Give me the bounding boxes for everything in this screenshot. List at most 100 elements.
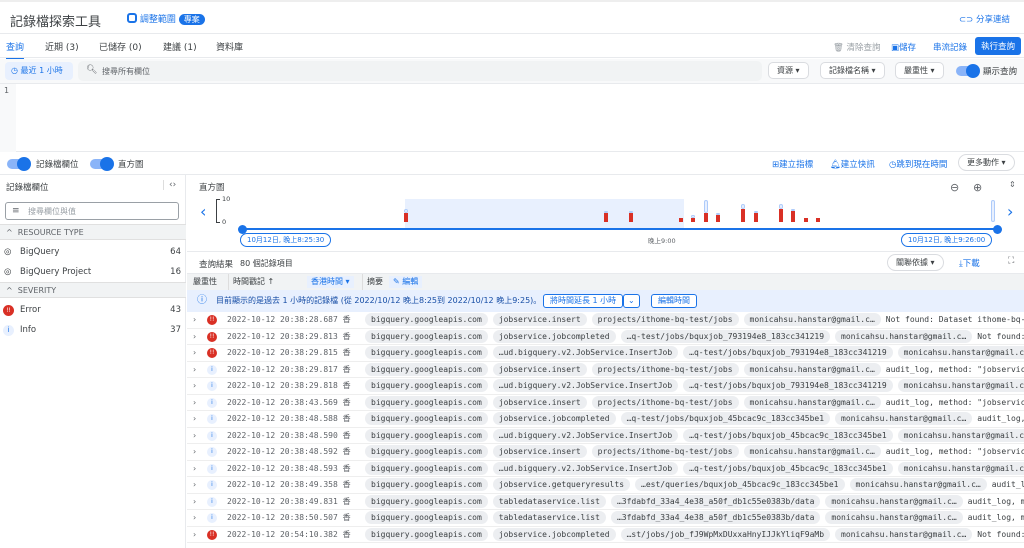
log-entry-row[interactable]: › i 2022-10-12 20:38:48.593 香 bigquery.goog… [187, 461, 1024, 477]
histogram-bar-error[interactable] [404, 213, 409, 222]
expand-chevron-icon[interactable]: › [193, 529, 197, 539]
tab-library[interactable]: 資料庫 [216, 43, 244, 53]
summary-chip[interactable]: bigquery.googleapis.com [365, 329, 488, 343]
create-alert-button[interactable]: 🔔︎建立快訊 [830, 160, 875, 170]
log-entry-row[interactable]: ›!! 2022-10-12 20:38:29.815 香 bigquery.goo… [187, 345, 1024, 362]
summary-chip[interactable]: jobservice.getqueryresults [492, 478, 631, 491]
summary-chip[interactable]: projects/ithome-bq-test/jobs [591, 313, 739, 326]
summary-chip[interactable]: jobservice.insert [492, 362, 587, 376]
histogram-bar-error[interactable] [678, 217, 683, 222]
summary-chip[interactable]: …ud.bigquery.v2.JobService.InsertJob [492, 379, 679, 392]
summary-chip[interactable]: monicahsu.hanstar@gmail.c… [897, 379, 1024, 392]
zoom-out-icon[interactable]: ⊖ [950, 181, 960, 194]
log-entry-row[interactable]: ›!! 2022-10-12 20:38:29.813 香 bigquery.goo… [187, 329, 1024, 345]
summary-chip[interactable]: jobservice.jobcompleted [492, 412, 616, 425]
fullscreen-icon[interactable]: ⛶ [1008, 256, 1015, 266]
range-end-handle[interactable] [993, 225, 1002, 234]
download-button[interactable]: ⤓下載 [959, 259, 980, 269]
more-actions-dropdown[interactable]: 更多動作 ▾ [958, 154, 1015, 171]
histogram-bar-info[interactable] [628, 211, 633, 214]
scope-button[interactable]: 調整範圍 專案 [127, 12, 205, 25]
summary-chip[interactable]: bigquery.googleapis.com [365, 362, 488, 376]
summary-chip[interactable]: …q-test/jobs/bquxjob_45bcac9c_183cc345be… [683, 428, 893, 442]
expand-chevron-icon[interactable]: › [193, 397, 197, 407]
expand-histogram-icon[interactable]: ⇕ [1009, 180, 1016, 189]
pan-left-icon[interactable]: ‹ [200, 202, 207, 221]
summary-chip[interactable]: bigquery.googleapis.com [365, 478, 488, 491]
expand-chevron-icon[interactable]: › [193, 348, 197, 357]
histogram-bar-info[interactable] [990, 200, 995, 222]
summary-chip[interactable]: …ud.bigquery.v2.JobService.InsertJob [492, 428, 679, 442]
log-entry-row[interactable]: ›!! 2022-10-12 20:38:28.687 香 bigquery.goo… [187, 312, 1024, 329]
histogram-bar-info[interactable] [404, 208, 409, 214]
expand-chevron-icon[interactable]: › [193, 513, 197, 522]
severity-dropdown[interactable]: 嚴重性 ▾ [895, 62, 944, 79]
expand-chevron-icon[interactable]: › [193, 364, 197, 374]
log-name-dropdown[interactable]: 記錄檔名稱 ▾ [820, 62, 885, 79]
summary-chip[interactable]: monicahsu.hanstar@gmail.c… [897, 346, 1024, 359]
summary-chip[interactable]: monicahsu.hanstar@gmail.c… [743, 445, 881, 458]
expand-chevron-icon[interactable]: › [193, 331, 197, 341]
histogram-bar-info[interactable] [791, 208, 796, 211]
histogram-bar-info[interactable] [603, 211, 608, 214]
pan-right-icon[interactable]: › [1007, 202, 1014, 221]
summary-chip[interactable]: tabledataservice.list [492, 494, 606, 508]
expand-chevron-icon[interactable]: › [193, 480, 197, 489]
summary-chip[interactable]: jobservice.insert [492, 313, 587, 326]
histogram-bar-error[interactable] [778, 208, 783, 222]
summary-chip[interactable]: …st/jobs/job_fJ9WpMxDUxxaHnyIJJkYliqF9aM… [620, 527, 831, 541]
tab-query[interactable]: 查詢 [6, 40, 25, 60]
show-query-toggle[interactable] [956, 64, 980, 78]
histogram-bar-error[interactable] [803, 217, 808, 222]
field-search-input[interactable]: ≡ 搜尋欄位與值 [5, 202, 179, 220]
create-metric-button[interactable]: ⊞建立指標 [772, 160, 814, 170]
summary-chip[interactable]: projects/ithome-bq-test/jobs [591, 395, 739, 409]
histogram-bar-error[interactable] [691, 217, 696, 222]
summary-chip[interactable]: monicahsu.hanstar@gmail.c… [897, 428, 1024, 442]
summary-chip[interactable]: projects/ithome-bq-test/jobs [591, 445, 739, 458]
expand-chevron-icon[interactable]: › [193, 381, 197, 390]
summary-chip[interactable]: bigquery.googleapis.com [365, 379, 488, 392]
run-query-button[interactable]: 執行查詢 [975, 37, 1022, 55]
range-start-handle[interactable] [238, 225, 247, 234]
histogram-bar-error[interactable] [603, 213, 608, 222]
summary-chip[interactable]: bigquery.googleapis.com [365, 527, 488, 541]
field-value-bigquery-project[interactable]: ◎ BigQuery Project 16 [0, 263, 186, 281]
log-entry-row[interactable]: › i 2022-10-12 20:38:48.588 香 bigquery.goog… [187, 411, 1024, 428]
summary-chip[interactable]: monicahsu.hanstar@gmail.c… [825, 511, 963, 524]
summary-chip[interactable]: monicahsu.hanstar@gmail.c… [849, 478, 987, 491]
histogram-bar-error[interactable] [753, 213, 758, 222]
clear-query-button[interactable]: 🗑 清除查詢 [833, 43, 881, 53]
stream-logs-button[interactable]: 串流記錄 [933, 43, 968, 53]
expand-chevron-icon[interactable]: › [193, 496, 197, 506]
histogram-bar-info[interactable] [691, 215, 696, 218]
summary-chip[interactable]: monicahsu.hanstar@gmail.c… [743, 313, 881, 326]
summary-chip[interactable]: …q-test/jobs/bquxjob_793194e8_183cc34121… [683, 346, 893, 359]
time-axis[interactable] [242, 228, 997, 230]
histogram-bar-error[interactable] [816, 217, 821, 222]
histogram-bar-error[interactable] [791, 211, 796, 222]
severity-section[interactable]: ^ SEVERITY [0, 282, 186, 298]
summary-chip[interactable]: jobservice.insert [492, 445, 587, 458]
histogram-bar-info[interactable] [778, 204, 783, 209]
correlate-by-dropdown[interactable]: 關聯依據 ▾ [887, 254, 944, 271]
summary-chip[interactable]: bigquery.googleapis.com [365, 313, 488, 326]
log-entry-row[interactable]: › i 2022-10-12 20:38:48.592 香 bigquery.goog… [187, 444, 1024, 461]
zoom-in-icon[interactable]: ⊕ [973, 181, 983, 194]
log-entry-row[interactable]: › i 2022-10-12 20:38:49.358 香 bigquery.goog… [187, 477, 1024, 494]
field-value-bigquery[interactable]: ◎ BigQuery 64 [0, 243, 186, 261]
resource-dropdown[interactable]: 資源 ▾ [768, 62, 809, 79]
histogram-bar-error[interactable] [628, 213, 633, 222]
summary-chip[interactable]: bigquery.googleapis.com [365, 445, 488, 458]
resource-type-section[interactable]: ^ RESOURCE TYPE [0, 224, 186, 240]
query-editor[interactable]: 1 [0, 84, 1024, 152]
tab-suggested[interactable]: 建議 (1) [163, 43, 197, 53]
share-link-button[interactable]: ⊂⊃ 分享連結 [959, 13, 1010, 25]
field-value-info[interactable]: i Info 37 [0, 321, 186, 339]
histogram-bar-info[interactable] [753, 211, 758, 214]
summary-chip[interactable]: tabledataservice.list [492, 511, 606, 524]
summary-chip[interactable]: bigquery.googleapis.com [365, 511, 488, 524]
log-entry-row[interactable]: › i 2022-10-12 20:38:29.818 香 bigquery.goog… [187, 378, 1024, 395]
summary-chip[interactable]: bigquery.googleapis.com [365, 346, 488, 359]
summary-chip[interactable]: …q-test/jobs/bquxjob_793194e8_183cc34121… [620, 329, 831, 343]
